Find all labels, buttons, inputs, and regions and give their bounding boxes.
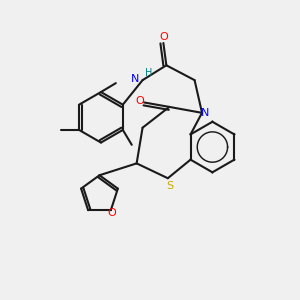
Text: N: N [201,108,209,118]
Text: O: O [159,32,168,42]
Text: O: O [135,96,144,106]
Text: O: O [107,208,116,218]
Text: S: S [166,181,173,191]
Text: N: N [131,74,139,84]
Text: H: H [145,68,152,78]
